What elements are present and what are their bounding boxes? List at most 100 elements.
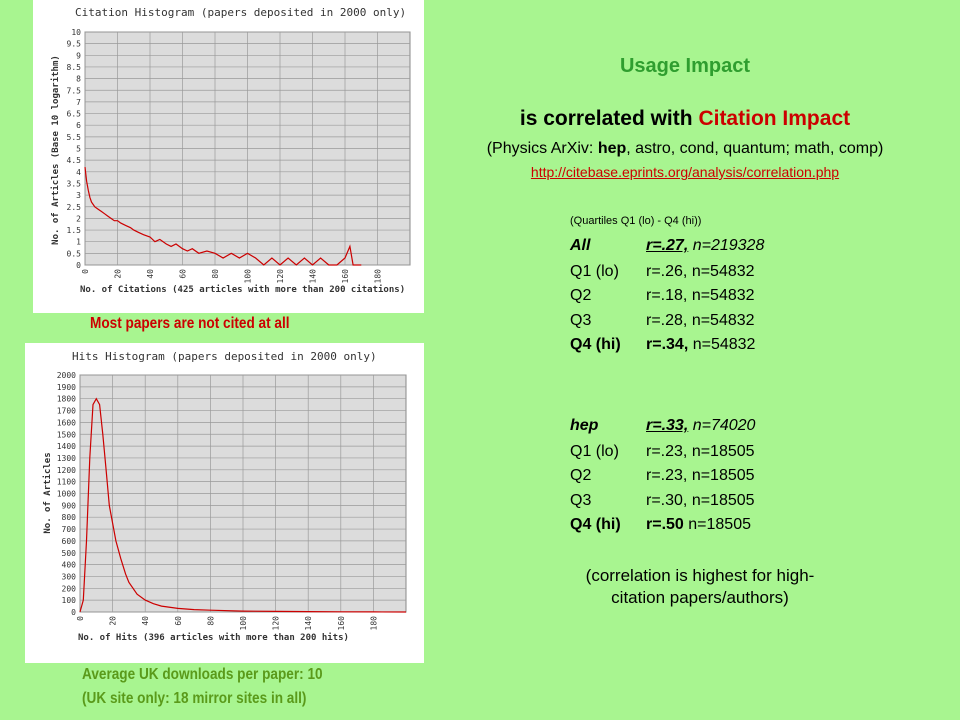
conclusion: (correlation is highest for high-citatio… (550, 565, 850, 609)
y-tick-label: 1600 (57, 418, 76, 427)
quartile-r: r=.50 (646, 515, 684, 533)
y-tick-label: 1900 (57, 383, 76, 392)
y-tick-label: 100 (62, 596, 77, 605)
quartile-n: n=54832 (691, 263, 755, 280)
x-tick-label: 140 (309, 269, 318, 284)
chart-title: Citation Histogram (papers deposited in … (75, 6, 406, 19)
quartile-n: n=18505 (691, 443, 755, 460)
y-tick-label: 1 (76, 238, 81, 247)
chart-title: Hits Histogram (papers deposited in 2000… (72, 350, 377, 363)
y-tick-label: 3 (76, 191, 81, 200)
x-tick-label: 120 (276, 269, 285, 284)
quartile-label: Q2 (570, 467, 592, 485)
source-url[interactable]: http://citebase.eprints.org/analysis/cor… (530, 164, 840, 180)
y-tick-label: 6 (76, 121, 81, 130)
quartile-label: Q1 (lo) (570, 263, 619, 280)
source-bold: hep (597, 140, 627, 157)
quartiles-note: (Quartiles Q1 (lo) - Q4 (hi)) (570, 215, 702, 227)
x-tick-label: 0 (81, 269, 90, 274)
y-tick-label: 9 (76, 51, 81, 60)
x-tick-label: 160 (337, 616, 346, 631)
x-tick-label: 0 (76, 616, 85, 621)
group-label: hep (570, 417, 599, 434)
data-line (79, 397, 407, 613)
quartile-n: n=18505 (691, 491, 755, 509)
quartile-row: Q1 (lo) r=.23, n=18505 (570, 443, 755, 461)
quartile-n: n=54832 (691, 311, 755, 329)
quartile-label: Q3 (570, 491, 592, 509)
y-tick-label: 700 (62, 525, 77, 534)
quartile-row: Q1 (lo) r=.26, n=54832 (570, 263, 755, 281)
y-tick-label: 1000 (57, 490, 76, 499)
y-tick-label: 1800 (57, 395, 76, 404)
y-axis-label: No. of Articles (42, 452, 53, 533)
x-tick-label: 80 (211, 269, 220, 279)
quartile-r: r=.26, (646, 263, 688, 280)
group-n: n=74020 (692, 417, 756, 434)
y-tick-label: 0.5 (67, 249, 82, 258)
x-tick-label: 60 (174, 616, 183, 626)
y-tick-label: 3.5 (67, 179, 82, 188)
y-tick-label: 1300 (57, 454, 76, 463)
y-tick-label: 6.5 (67, 110, 82, 119)
quartile-row: Q3 r=.28, n=54832 (570, 312, 755, 330)
y-tick-label: 300 (62, 572, 77, 581)
x-tick-label: 120 (272, 616, 281, 631)
group-label: All (570, 237, 591, 254)
quartile-row: Q4 (hi) r=.50 n=18505 (570, 516, 751, 534)
x-tick-label: 180 (369, 616, 378, 631)
quartile-label: Q3 (570, 311, 592, 329)
x-tick-label: 140 (304, 616, 313, 631)
quartile-label: Q4 (hi) (570, 515, 621, 533)
group-n: n=219328 (692, 237, 765, 254)
caption: Average UK downloads per paper: 10 (82, 666, 323, 683)
x-tick-label: 80 (206, 616, 215, 626)
y-tick-label: 2000 (57, 371, 76, 380)
quartile-n: n=54832 (692, 335, 756, 353)
y-tick-label: 2.5 (67, 203, 82, 212)
group-r: r=.27, (646, 237, 689, 254)
group-r: r=.33, (646, 417, 689, 434)
source-text: (Physics ArXiv: (486, 140, 594, 157)
y-tick-label: 10 (71, 28, 81, 37)
y-tick-label: 1.5 (67, 226, 82, 235)
x-axis-label: No. of Hits (396 articles with more than… (78, 632, 349, 643)
subtitle-highlight: Citation Impact (698, 107, 851, 130)
group-heading: All r=.27, n=219328 (570, 237, 764, 255)
x-tick-label: 100 (244, 269, 253, 284)
conclusion-line: citation papers/authors) (611, 588, 789, 607)
y-tick-label: 8.5 (67, 63, 82, 72)
y-axis-label: No. of Articles (Base 10 logarithm) (50, 55, 61, 245)
quartile-row: Q2 r=.23, n=18505 (570, 467, 755, 485)
y-tick-label: 4 (76, 168, 81, 177)
quartile-n: n=18505 (691, 467, 755, 485)
x-tick-label: 40 (141, 616, 150, 626)
x-tick-label: 20 (114, 269, 123, 279)
quartile-n: n=54832 (691, 287, 755, 305)
x-tick-label: 40 (146, 269, 155, 279)
quartile-row: Q3 r=.30, n=18505 (570, 492, 755, 510)
x-tick-label: 160 (341, 269, 350, 284)
quartile-r: r=.23, (646, 467, 688, 485)
y-tick-label: 7.5 (67, 86, 82, 95)
x-tick-label: 180 (374, 269, 383, 284)
group-head: hep r=.33, (570, 417, 688, 434)
source-text: , astro, cond, quantum; math, comp) (626, 140, 884, 157)
caption: Most papers are not cited at all (90, 315, 290, 332)
x-axis-label: No. of Citations (425 articles with more… (80, 284, 405, 295)
quartile-r: r=.18, (646, 287, 688, 305)
subtitle: is correlated with Citation Impact (440, 107, 930, 131)
y-tick-label: 5.5 (67, 133, 82, 142)
quartile-n: n=18505 (688, 515, 751, 533)
x-tick-label: 20 (109, 616, 118, 626)
group-heading: hep r=.33, n=74020 (570, 417, 755, 435)
y-tick-label: 1100 (57, 478, 76, 487)
y-tick-label: 7 (76, 98, 81, 107)
quartile-row: Q2 r=.18, n=54832 (570, 287, 755, 305)
y-tick-label: 1400 (57, 442, 76, 451)
y-tick-label: 1200 (57, 466, 76, 475)
quartile-label: Q1 (lo) (570, 443, 619, 460)
quartile-r: r=.34, (646, 335, 689, 353)
